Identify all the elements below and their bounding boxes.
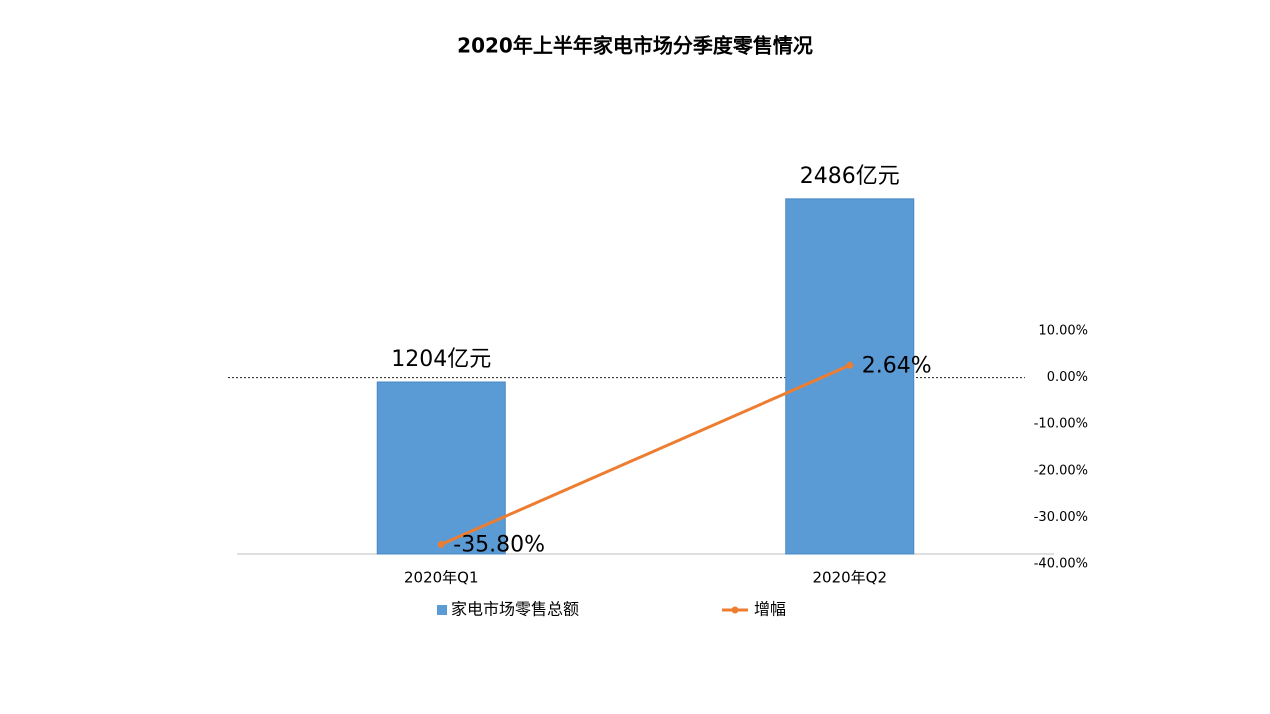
y2-tick-label: 0.00%	[1047, 370, 1088, 385]
legend-marker	[731, 606, 739, 614]
y2-tick-label: -30.00%	[1034, 510, 1088, 525]
y2-tick-label: -20.00%	[1034, 463, 1088, 478]
x-tick-label: 2020年Q2	[812, 569, 887, 587]
y2-tick-label: -10.00%	[1034, 417, 1088, 432]
line-marker	[846, 361, 854, 369]
bar	[785, 198, 915, 555]
chart-title: 2020年上半年家电市场分季度零售情况	[457, 34, 813, 58]
y2-tick-label: 10.00%	[1038, 324, 1088, 339]
data-label: 2486亿元	[800, 164, 900, 189]
legend-label: 家电市场零售总额	[451, 600, 579, 619]
data-label: 2.64%	[862, 353, 932, 378]
legend-swatch	[437, 605, 447, 615]
line	[440, 363, 851, 546]
data-label: 1204亿元	[391, 347, 491, 372]
legend-label: 增幅	[754, 600, 786, 619]
bar	[376, 381, 506, 555]
line-marker	[437, 540, 445, 548]
y2-tick-label: -40.00%	[1034, 557, 1088, 572]
x-tick-label: 2020年Q1	[404, 569, 479, 587]
data-label: -35.80%	[453, 532, 545, 557]
